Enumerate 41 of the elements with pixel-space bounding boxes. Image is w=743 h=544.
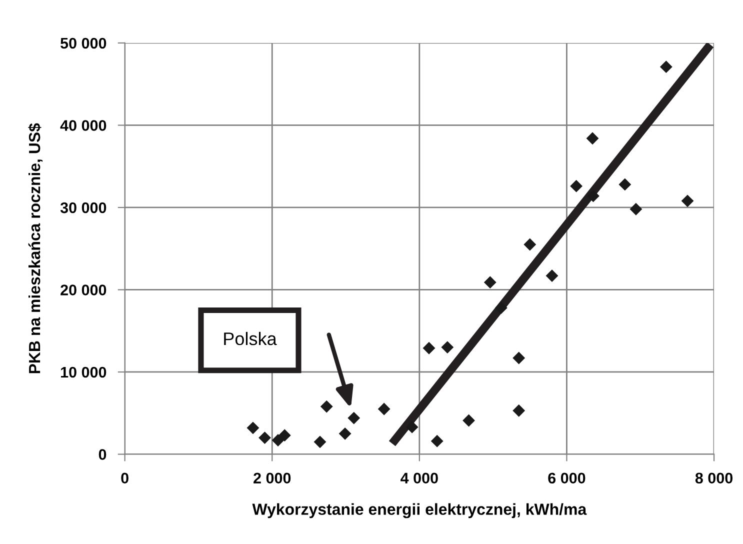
y-tick-label: 40 000: [60, 120, 106, 131]
point: [587, 190, 600, 202]
point: [378, 402, 390, 416]
point: [320, 400, 333, 413]
point: [494, 302, 508, 314]
point: [524, 238, 536, 251]
point: [618, 178, 632, 191]
point: [660, 60, 672, 74]
x-axis-title: Wykorzystanie energii elektrycznej, kWh/ma: [252, 503, 587, 518]
point: [546, 270, 558, 282]
point: [406, 420, 418, 434]
x-tick-label: 6 000: [548, 472, 586, 484]
x-tick-label: 0: [121, 472, 128, 484]
point: [630, 202, 642, 216]
point: [512, 352, 526, 364]
point: [338, 427, 352, 440]
point: [512, 404, 526, 417]
y-axis-title: PKB na mieszkańca rocznie, US$: [28, 123, 43, 374]
point: [314, 436, 326, 448]
point: [441, 341, 454, 354]
annotation: Polska: [224, 332, 277, 346]
point: [258, 432, 271, 444]
point: [348, 412, 360, 424]
point: [462, 414, 475, 427]
x-tick-label: 2 000: [254, 472, 291, 484]
y-tick-label: 30 000: [60, 202, 106, 214]
point: [278, 429, 291, 442]
point: [246, 422, 260, 434]
point: [484, 276, 496, 289]
point: [272, 434, 284, 446]
point: [570, 180, 583, 192]
y-tick-label: 20 000: [60, 284, 106, 296]
y-tick-label: 50 000: [60, 38, 106, 49]
point: [430, 434, 444, 448]
point: [586, 132, 599, 145]
x-tick-label: 4 000: [400, 472, 438, 484]
point: [422, 342, 436, 354]
point: [681, 194, 694, 208]
y-tick-label: 0: [98, 449, 106, 460]
y-tick-label: 10 000: [61, 366, 106, 378]
x-tick-label: 8 000: [695, 472, 733, 484]
